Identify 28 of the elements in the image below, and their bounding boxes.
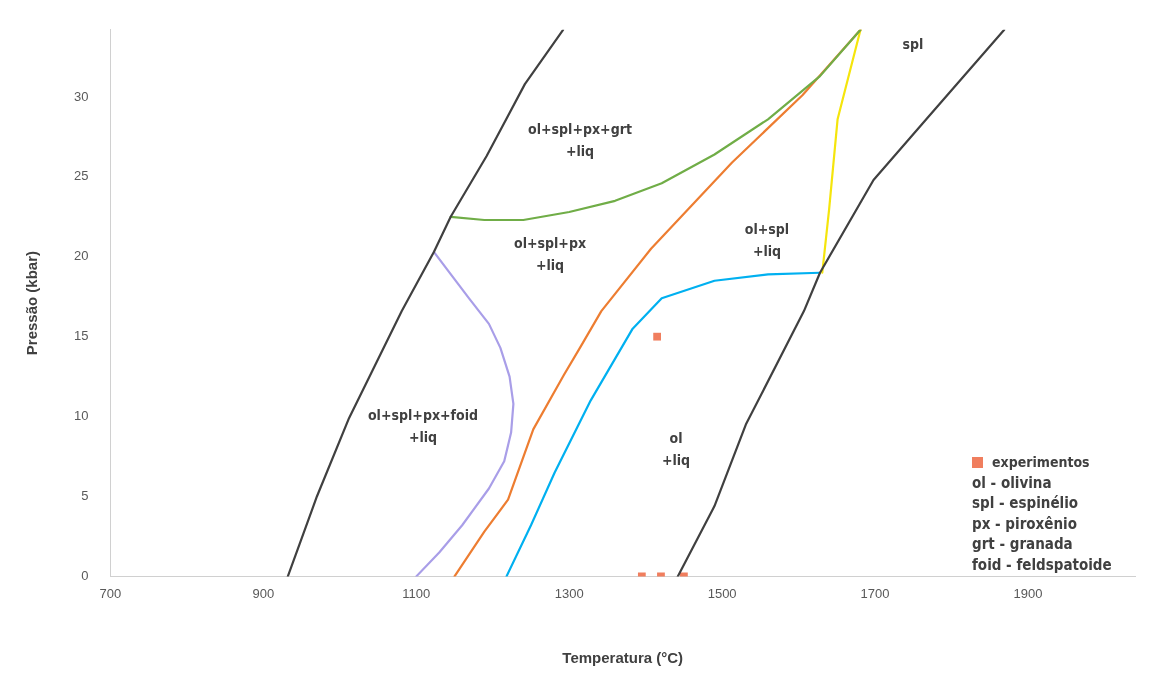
y-tick-label: 5 (81, 488, 89, 504)
y-tick-label: 30 (73, 88, 89, 104)
x-tick-label: 700 (99, 585, 122, 601)
annotation: ol+spl+px +liq (513, 234, 587, 273)
y-tick-label: 10 (73, 408, 89, 424)
legend-label: experimentos (992, 453, 1090, 472)
annotation: spl (902, 35, 924, 52)
x-tick-label: 1100 (402, 585, 431, 601)
x-tick-label: 1700 (860, 585, 890, 601)
annotation: ol+spl+px+grt +liq (528, 120, 632, 159)
y-tick-label: 15 (73, 328, 89, 344)
annotation: ol +liq (661, 429, 691, 468)
x-tick-label: 1500 (707, 585, 737, 601)
annotation: spl - espinélio (972, 493, 1080, 514)
y-tick-label: 0 (81, 567, 89, 583)
x-tick-label: 1300 (554, 585, 584, 601)
x-tick-label: 900 (252, 585, 275, 601)
x-axis-title: Temperatura (°C) (562, 649, 684, 667)
annotation: px - piroxênio (972, 513, 1078, 534)
annotation: ol - olivina (972, 472, 1053, 493)
annotation: grt - granada (972, 534, 1074, 555)
annotation: ol+spl+px+foid +liq (367, 406, 479, 445)
x-tick-label: 1900 (1013, 585, 1043, 601)
y-tick-label: 25 (73, 168, 89, 184)
annotation: ol+spl +liq (744, 220, 790, 259)
annotation: foid - feldspatoide (972, 554, 1112, 575)
y-tick-label: 20 (73, 248, 89, 264)
y-axis-title: Pressão (kbar) (23, 250, 41, 356)
